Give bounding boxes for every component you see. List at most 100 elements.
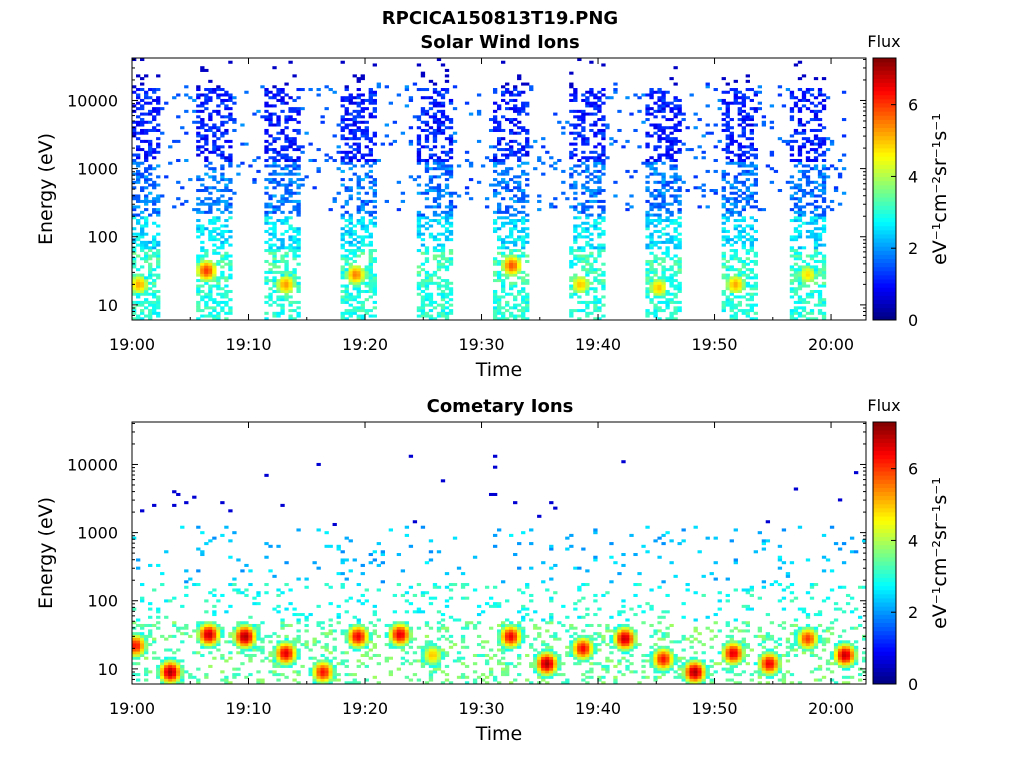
heatmap-cell bbox=[220, 306, 225, 310]
heatmap-cell bbox=[749, 306, 754, 310]
heatmap-cell bbox=[264, 591, 269, 595]
heatmap-cell bbox=[428, 96, 434, 100]
heatmap-cell bbox=[224, 156, 229, 160]
heatmap-cell bbox=[729, 126, 734, 130]
heatmap-cell bbox=[436, 158, 442, 163]
heatmap-cell bbox=[288, 270, 293, 274]
heatmap-cell bbox=[344, 610, 349, 614]
heatmap-cell bbox=[613, 88, 618, 92]
heatmap-cell bbox=[228, 583, 233, 587]
heatmap-cell bbox=[220, 178, 225, 182]
heatmap-cell bbox=[649, 90, 654, 94]
heatmap-cell bbox=[517, 77, 522, 81]
heatmap-cell bbox=[320, 678, 325, 682]
heatmap-cell bbox=[292, 227, 297, 231]
heatmap-cell bbox=[513, 139, 518, 143]
heatmap-cell bbox=[789, 289, 795, 294]
heatmap-cell bbox=[304, 623, 309, 627]
heatmap-cell bbox=[156, 289, 161, 294]
heatmap-cell bbox=[276, 673, 281, 677]
heatmap-cell bbox=[677, 139, 682, 143]
heatmap-cell bbox=[352, 153, 357, 157]
heatmap-cell bbox=[525, 101, 530, 105]
heatmap-cell bbox=[673, 238, 678, 242]
heatmap-cell bbox=[208, 259, 213, 263]
heatmap-cell bbox=[649, 202, 654, 206]
heatmap-cell bbox=[525, 139, 530, 143]
heatmap-cell bbox=[356, 175, 361, 179]
heatmap-cell bbox=[276, 678, 281, 682]
heatmap-cell bbox=[288, 246, 293, 250]
heatmap-cell bbox=[657, 126, 662, 130]
heatmap-cell bbox=[200, 150, 205, 154]
heatmap-cell bbox=[180, 640, 185, 644]
heatmap-cell bbox=[132, 180, 137, 184]
heatmap-cell bbox=[348, 186, 353, 190]
heatmap-cell bbox=[789, 109, 795, 113]
heatmap-cell bbox=[324, 85, 329, 89]
heatmap-cell bbox=[817, 243, 823, 247]
heatmap-cell bbox=[276, 588, 281, 592]
heatmap-cell bbox=[501, 259, 506, 263]
heatmap-cell bbox=[581, 227, 586, 231]
heatmap-cell bbox=[136, 287, 141, 291]
heatmap-cell bbox=[356, 626, 361, 630]
heatmap-cell bbox=[797, 205, 803, 209]
heatmap-cell bbox=[284, 268, 289, 272]
heatmap-cell bbox=[216, 112, 221, 116]
heatmap-cell bbox=[296, 202, 301, 206]
heatmap-cell bbox=[280, 618, 285, 622]
heatmap-cell bbox=[809, 128, 815, 132]
heatmap-cell bbox=[653, 259, 658, 263]
heatmap-cell bbox=[428, 175, 434, 179]
heatmap-cell bbox=[328, 673, 333, 677]
heatmap-cell bbox=[200, 626, 205, 630]
heatmap-cell bbox=[585, 199, 590, 203]
heatmap-cell bbox=[605, 96, 610, 100]
heatmap-cell bbox=[220, 229, 225, 233]
heatmap-cell bbox=[144, 637, 149, 641]
heatmap-cell bbox=[280, 131, 285, 135]
heatmap-cell bbox=[653, 169, 658, 173]
heatmap-cell bbox=[657, 128, 662, 132]
heatmap-cell bbox=[657, 194, 662, 198]
heatmap-cell bbox=[248, 632, 253, 636]
heatmap-cell bbox=[296, 254, 301, 258]
heatmap-cell bbox=[344, 300, 349, 304]
heatmap-cell bbox=[725, 137, 730, 141]
heatmap-cell bbox=[809, 189, 815, 193]
heatmap-cell bbox=[220, 156, 225, 160]
heatmap-cell bbox=[268, 148, 273, 152]
heatmap-cell bbox=[541, 172, 546, 176]
heatmap-cell bbox=[360, 156, 365, 160]
heatmap-cell bbox=[232, 643, 237, 647]
heatmap-cell bbox=[268, 653, 273, 658]
heatmap-cell bbox=[148, 670, 153, 674]
heatmap-cell bbox=[496, 317, 502, 321]
heatmap-cell bbox=[725, 145, 730, 149]
heatmap-cell bbox=[513, 194, 518, 198]
heatmap-cell bbox=[268, 172, 273, 176]
heatmap-cell bbox=[140, 273, 145, 277]
heatmap-cell bbox=[296, 640, 301, 644]
heatmap-cell bbox=[645, 273, 650, 277]
heatmap-cell bbox=[420, 284, 426, 288]
heatmap-cell bbox=[212, 309, 217, 313]
heatmap-cell bbox=[809, 232, 815, 236]
heatmap-cell bbox=[725, 238, 730, 242]
heatmap-cell bbox=[549, 205, 554, 209]
heatmap-cell bbox=[304, 629, 309, 633]
heatmap-cell bbox=[585, 311, 590, 315]
heatmap-cell bbox=[156, 251, 161, 255]
heatmap-cell bbox=[424, 259, 430, 263]
heatmap-cell bbox=[180, 664, 185, 668]
heatmap-cell bbox=[737, 145, 742, 149]
heatmap-cell bbox=[292, 651, 297, 655]
heatmap-cell bbox=[368, 281, 373, 285]
heatmap-cell bbox=[793, 300, 799, 304]
heatmap-cell bbox=[725, 216, 730, 220]
heatmap-cell bbox=[797, 295, 803, 299]
heatmap-cell bbox=[352, 673, 357, 677]
heatmap-cell bbox=[496, 238, 502, 242]
heatmap-cell bbox=[200, 634, 205, 638]
